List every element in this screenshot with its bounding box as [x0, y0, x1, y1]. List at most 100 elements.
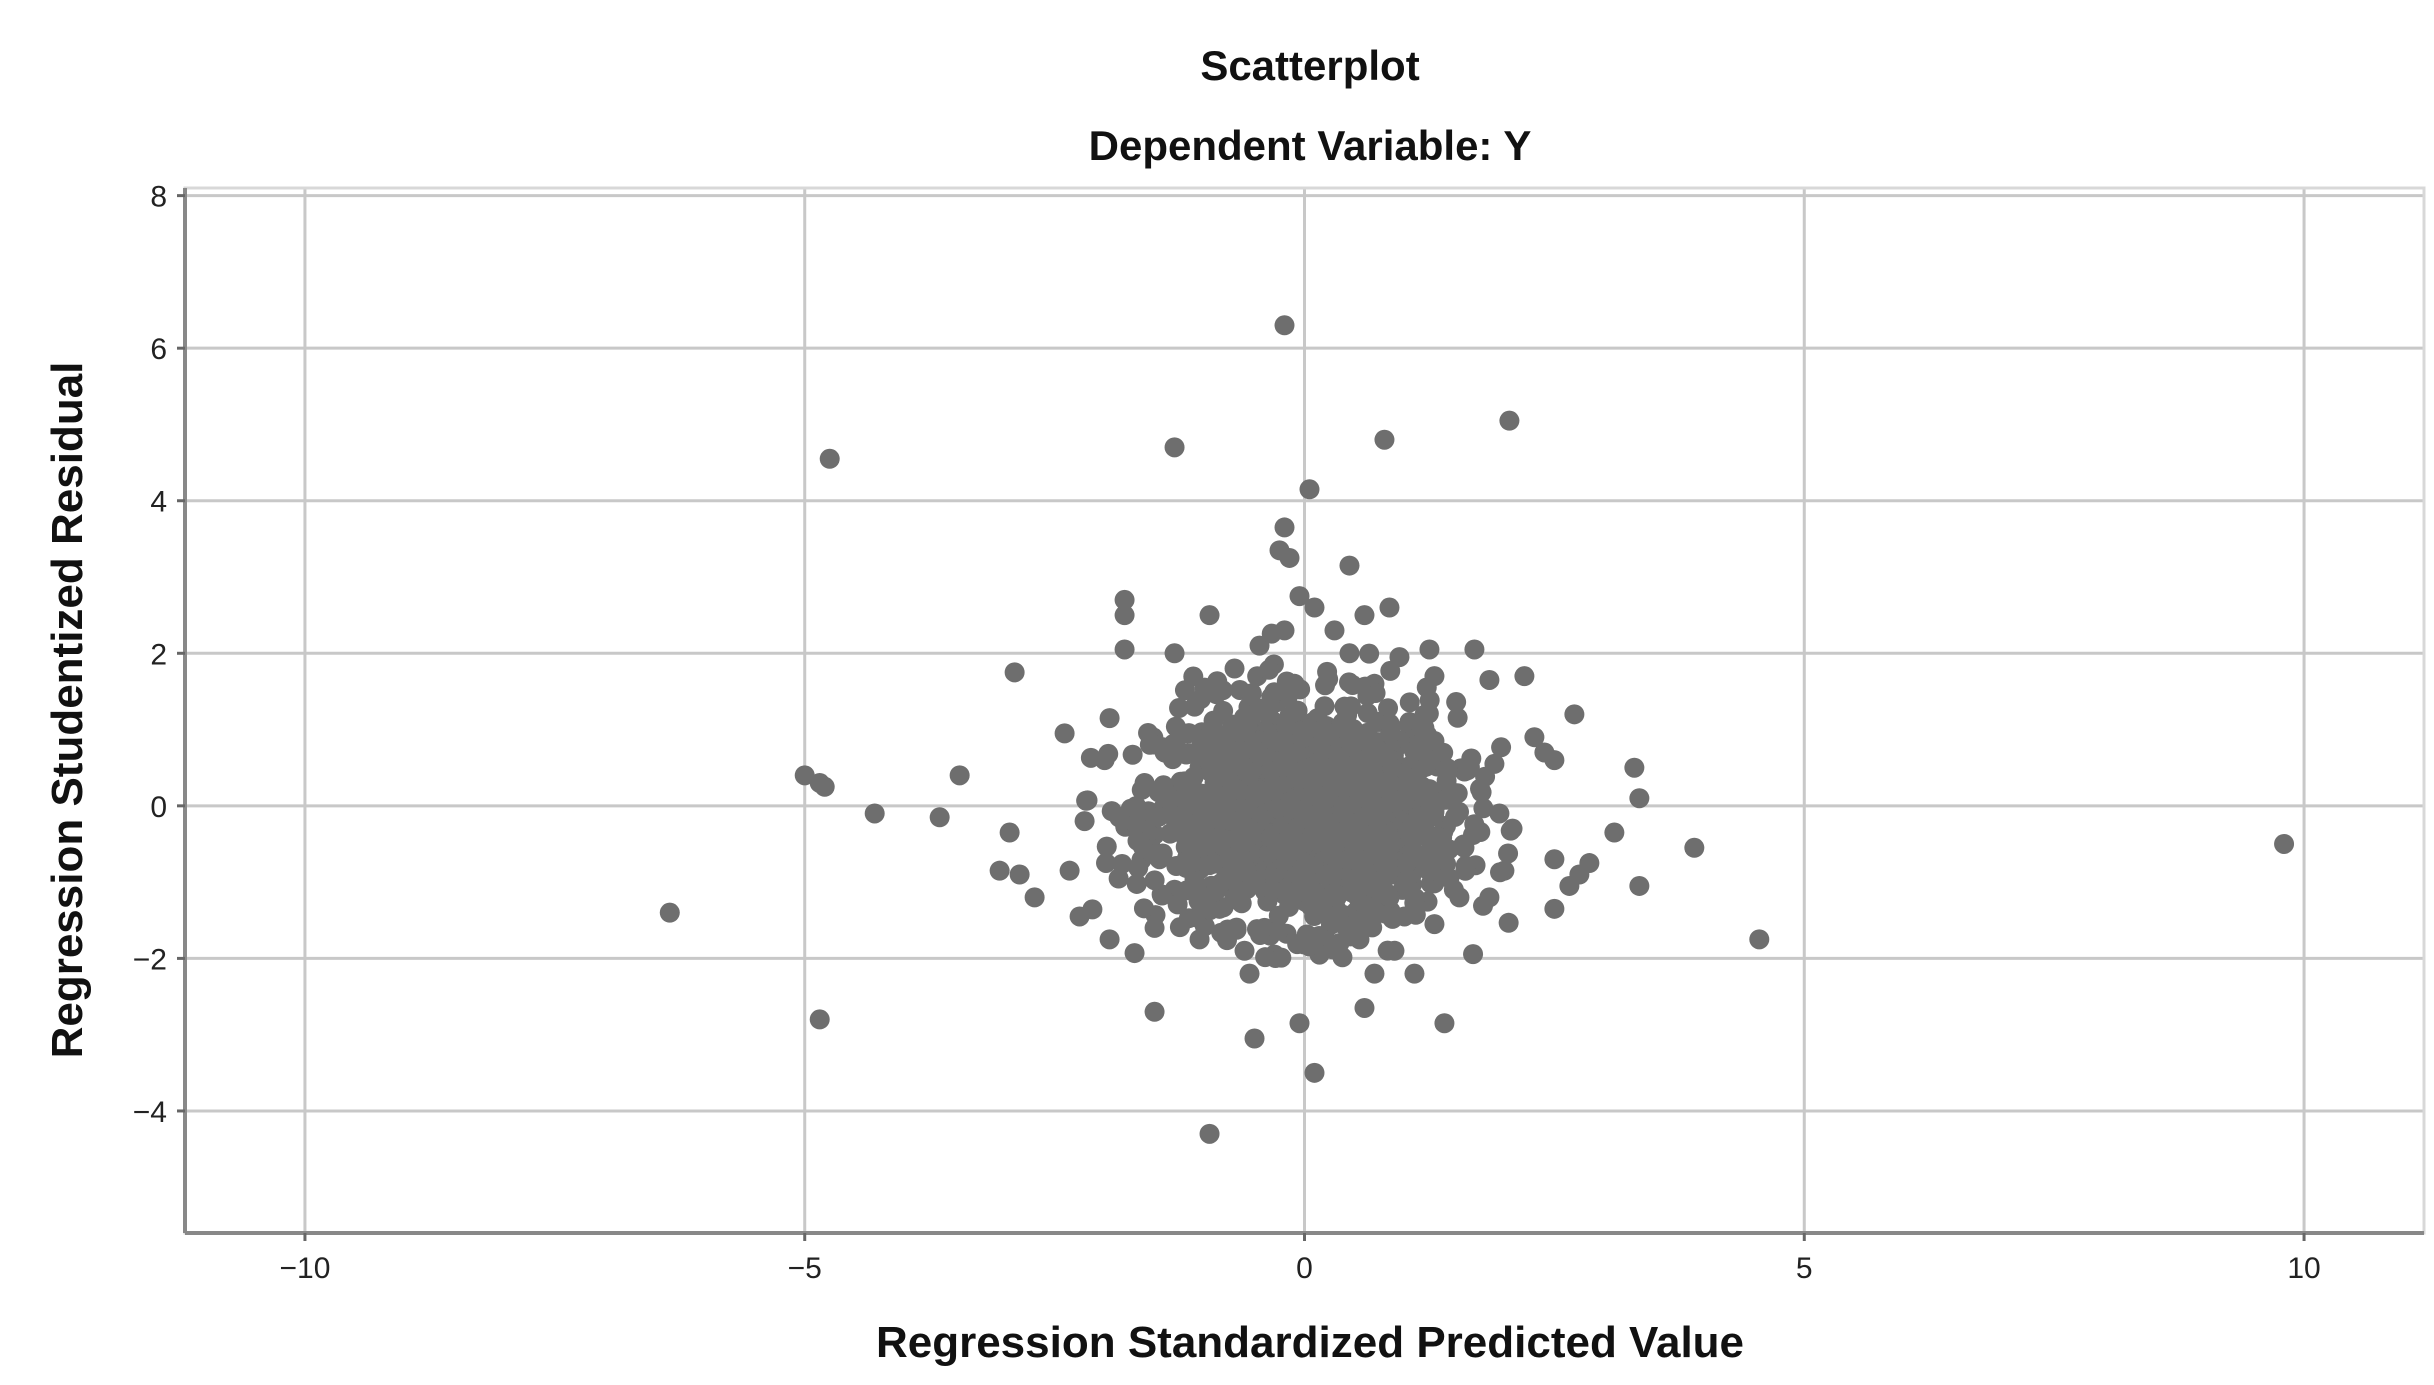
data-point — [1413, 825, 1434, 846]
data-point — [1684, 837, 1705, 858]
x-tick-label: −5 — [788, 1252, 822, 1285]
data-point — [1289, 586, 1310, 607]
data-point — [1203, 853, 1224, 874]
data-point — [1420, 750, 1441, 771]
data-point — [1296, 882, 1317, 903]
data-point — [1491, 737, 1512, 758]
data-point — [1211, 922, 1232, 943]
data-point — [1366, 871, 1387, 892]
data-point — [1322, 776, 1343, 797]
data-point — [1404, 963, 1425, 984]
data-point — [1429, 842, 1450, 863]
data-point — [1099, 708, 1120, 729]
data-point — [794, 765, 815, 786]
data-point — [1358, 831, 1379, 852]
data-point — [1379, 713, 1400, 734]
data-point — [1262, 880, 1283, 901]
data-point — [1153, 775, 1174, 796]
data-point — [949, 765, 970, 786]
data-point — [814, 776, 835, 797]
y-tick-label: −2 — [133, 943, 167, 976]
data-point — [1306, 827, 1327, 848]
data-point — [1261, 623, 1282, 644]
data-point — [1299, 479, 1320, 500]
data-point — [1054, 723, 1075, 744]
data-point — [1317, 661, 1338, 682]
data-point — [1479, 669, 1500, 690]
data-point — [1255, 947, 1276, 968]
data-point — [1455, 860, 1476, 881]
data-point — [1226, 917, 1247, 938]
data-point — [1276, 671, 1297, 692]
data-point — [989, 860, 1010, 881]
data-point — [1524, 727, 1545, 748]
data-point — [1324, 620, 1345, 641]
data-point — [1059, 860, 1080, 881]
data-point — [1434, 1013, 1455, 1034]
data-point — [1327, 746, 1348, 767]
data-point — [1397, 821, 1418, 842]
data-point — [1342, 675, 1363, 696]
data-point — [1126, 796, 1147, 817]
data-point — [1244, 1028, 1265, 1049]
data-point — [1359, 897, 1380, 918]
data-point — [1357, 685, 1378, 706]
data-point — [1200, 762, 1221, 783]
data-point — [1194, 818, 1215, 839]
data-point — [1144, 870, 1165, 891]
data-point — [1359, 643, 1380, 664]
data-point — [1426, 794, 1447, 815]
data-point — [1277, 755, 1298, 776]
data-point — [1277, 881, 1298, 902]
y-tick-label: −4 — [133, 1096, 167, 1129]
data-point — [1419, 779, 1440, 800]
data-point — [1122, 744, 1143, 765]
data-point — [1076, 790, 1097, 811]
chart-title: Scatterplot — [1200, 42, 1419, 89]
data-point — [1380, 660, 1401, 681]
data-point — [1514, 666, 1535, 687]
data-point — [1127, 830, 1148, 851]
data-point — [1333, 794, 1354, 815]
data-point — [1357, 722, 1378, 743]
data-point — [1164, 643, 1185, 664]
data-point — [1424, 914, 1445, 935]
data-point — [809, 1009, 830, 1030]
data-point — [1436, 770, 1457, 791]
data-point — [1399, 692, 1420, 713]
data-point — [1544, 898, 1565, 919]
data-point — [1454, 837, 1475, 858]
data-point — [1342, 756, 1363, 777]
data-point — [1080, 747, 1101, 768]
data-point — [1314, 696, 1335, 717]
data-point — [1500, 820, 1521, 841]
y-tick-labels: −4 −2 0 2 4 6 8 — [133, 181, 185, 1129]
data-point — [1404, 892, 1425, 913]
data-point — [1344, 815, 1365, 836]
data-point — [1181, 851, 1202, 872]
data-point — [1397, 773, 1418, 794]
data-point — [1396, 869, 1417, 890]
data-point — [1354, 997, 1375, 1018]
data-point — [1411, 717, 1432, 738]
data-point — [1213, 870, 1234, 891]
data-point — [1178, 908, 1199, 929]
data-point — [1382, 757, 1403, 778]
data-point — [999, 822, 1020, 843]
data-point — [2274, 833, 2295, 854]
data-point — [1191, 729, 1212, 750]
y-tick-label: 4 — [150, 486, 167, 519]
data-point — [1428, 827, 1449, 848]
data-point — [1498, 843, 1519, 864]
data-point — [1009, 864, 1030, 885]
data-point — [1128, 857, 1149, 878]
data-point — [1559, 875, 1580, 896]
data-point — [1473, 895, 1494, 916]
y-tick-label: 6 — [150, 333, 167, 366]
data-point — [1152, 843, 1173, 864]
data-point — [1219, 810, 1240, 831]
data-point — [1473, 798, 1494, 819]
data-point — [1131, 779, 1152, 800]
data-point — [1101, 801, 1122, 822]
data-point — [1374, 429, 1395, 450]
